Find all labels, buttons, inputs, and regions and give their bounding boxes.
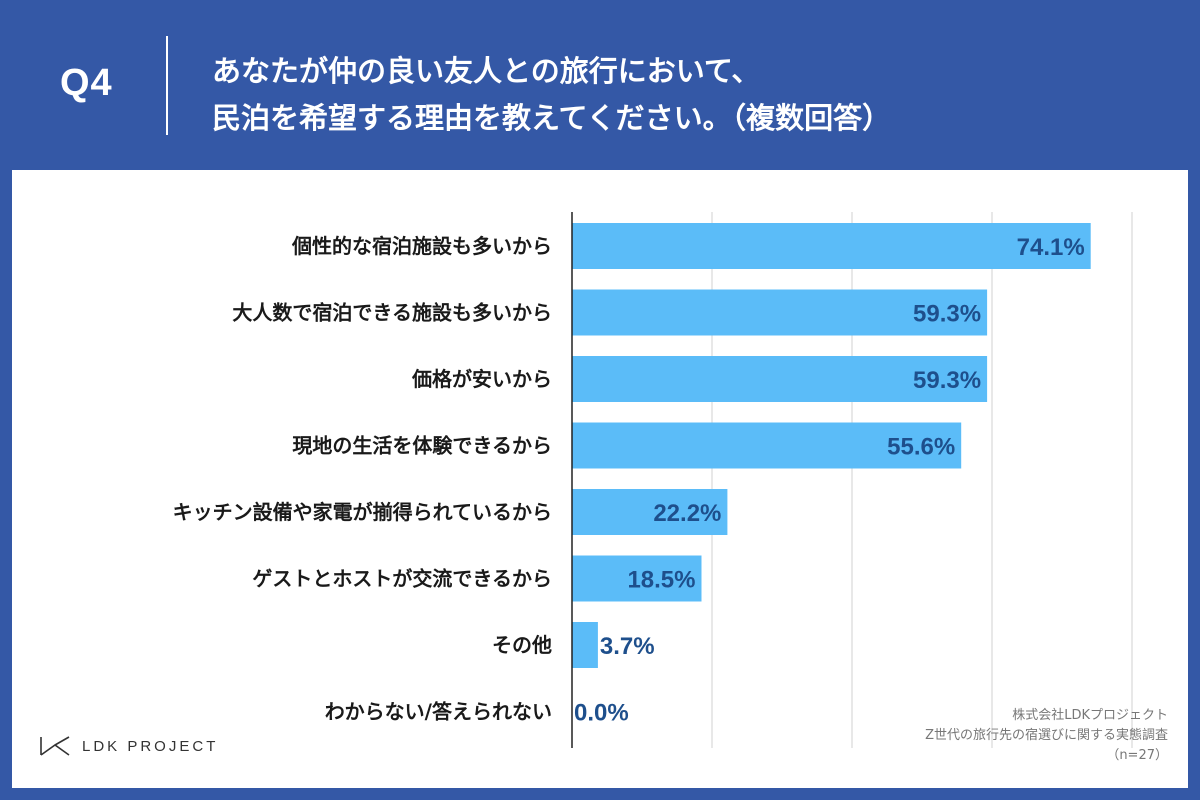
category-label: その他 bbox=[492, 633, 552, 657]
category-label: ゲストとホストが交流できるから bbox=[252, 567, 552, 591]
question-title-line2: 民泊を希望する理由を教えてください。（複数回答） bbox=[212, 101, 892, 135]
header: Q4 あなたが仲の良い友人との旅行において、 民泊を希望する理由を教えてください… bbox=[0, 0, 1200, 170]
question-title-line1: あなたが仲の良い友人との旅行において、 bbox=[212, 54, 761, 88]
category-label: 現地の生活を体験できるから bbox=[292, 434, 552, 458]
ldk-logo-icon bbox=[40, 736, 70, 756]
header-divider bbox=[166, 36, 168, 135]
source-company: 株式会社LDKプロジェクト bbox=[1012, 708, 1168, 723]
bar bbox=[572, 356, 988, 402]
category-label: キッチン設備や家電が揃得られているから bbox=[173, 500, 552, 524]
value-label: 55.6% bbox=[887, 434, 955, 461]
value-label: 74.1% bbox=[1017, 234, 1085, 261]
bar bbox=[572, 555, 702, 602]
bar bbox=[572, 223, 1091, 269]
ldk-logo: LDK PROJECT bbox=[38, 735, 218, 757]
bar bbox=[572, 622, 598, 668]
question-title: あなたが仲の良い友人との旅行において、 民泊を希望する理由を教えてください。（複… bbox=[212, 48, 891, 142]
category-label: 個性的な宿泊施設も多いから bbox=[291, 234, 552, 258]
bar bbox=[572, 489, 728, 535]
category-label: 大人数で宿泊できる施設も多いから bbox=[232, 301, 552, 325]
source-survey: Z世代の旅行先の宿選びに関する実態調査 bbox=[925, 728, 1168, 743]
bar bbox=[572, 289, 988, 336]
bar bbox=[572, 422, 962, 469]
source-note: 株式会社LDKプロジェクト Z世代の旅行先の宿選びに関する実態調査 （n=27） bbox=[925, 706, 1168, 766]
value-label: 59.3% bbox=[913, 301, 981, 328]
logo-text: LDK PROJECT bbox=[82, 737, 219, 755]
value-label: 0.0% bbox=[574, 700, 629, 727]
question-number: Q4 bbox=[60, 62, 113, 104]
value-label: 18.5% bbox=[627, 567, 695, 594]
category-label: 価格が安いから bbox=[411, 367, 552, 391]
value-label: 3.7% bbox=[600, 633, 655, 660]
value-label: 22.2% bbox=[653, 500, 721, 527]
value-label: 59.3% bbox=[913, 367, 981, 394]
category-label: わからない/答えられない bbox=[325, 700, 552, 724]
source-sample-size: （n=27） bbox=[1106, 748, 1168, 763]
